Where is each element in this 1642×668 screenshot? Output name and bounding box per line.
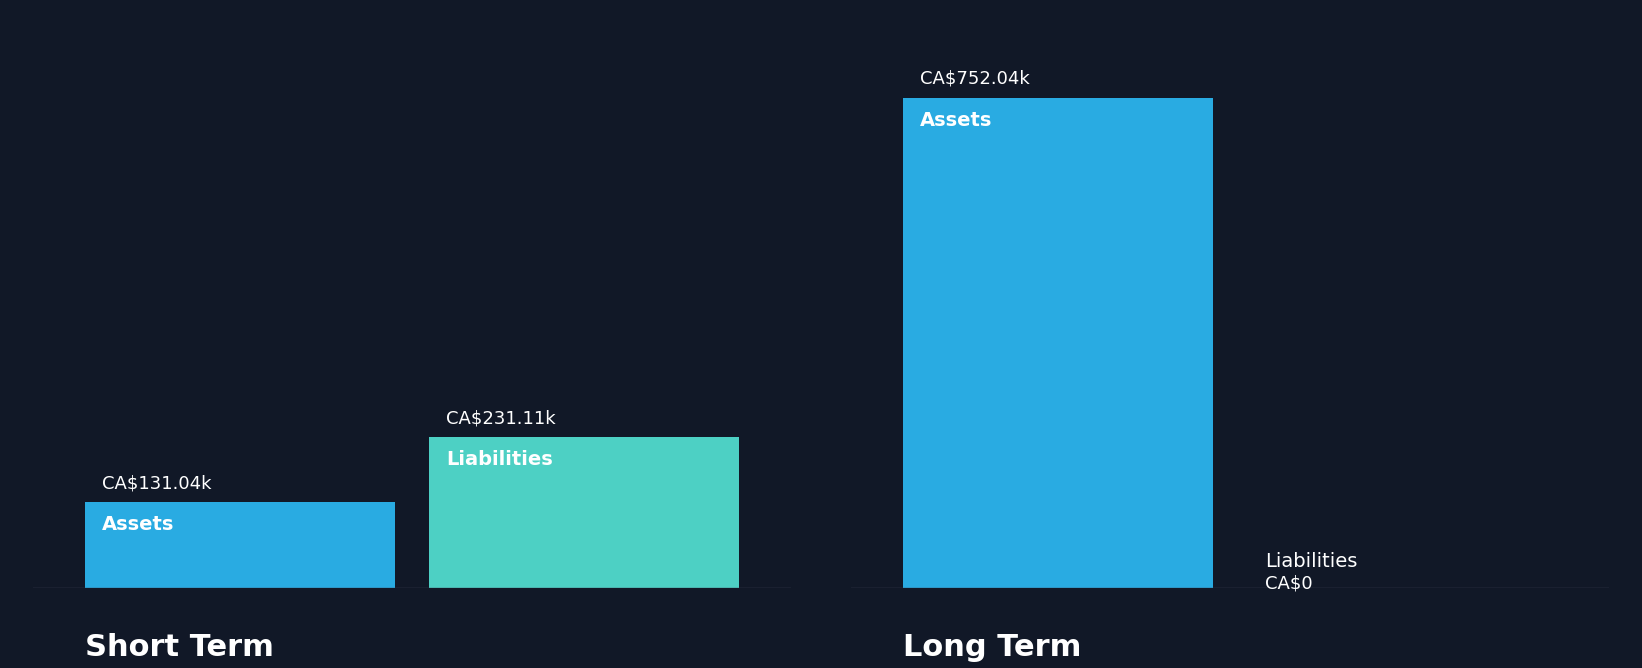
Text: Assets: Assets [102, 516, 174, 534]
Text: Short Term: Short Term [84, 633, 273, 663]
Text: CA$752.04k: CA$752.04k [920, 70, 1030, 88]
Text: Liabilities: Liabilities [1264, 552, 1356, 571]
Bar [429, 438, 739, 588]
Text: CA$131.04k: CA$131.04k [102, 475, 212, 493]
Text: CA$231.11k: CA$231.11k [447, 409, 557, 428]
Bar [84, 502, 394, 588]
Text: Assets: Assets [920, 111, 992, 130]
Text: Liabilities: Liabilities [447, 450, 553, 469]
Bar [903, 98, 1213, 588]
Text: Long Term: Long Term [903, 633, 1082, 663]
Text: CA$0: CA$0 [1264, 574, 1312, 593]
